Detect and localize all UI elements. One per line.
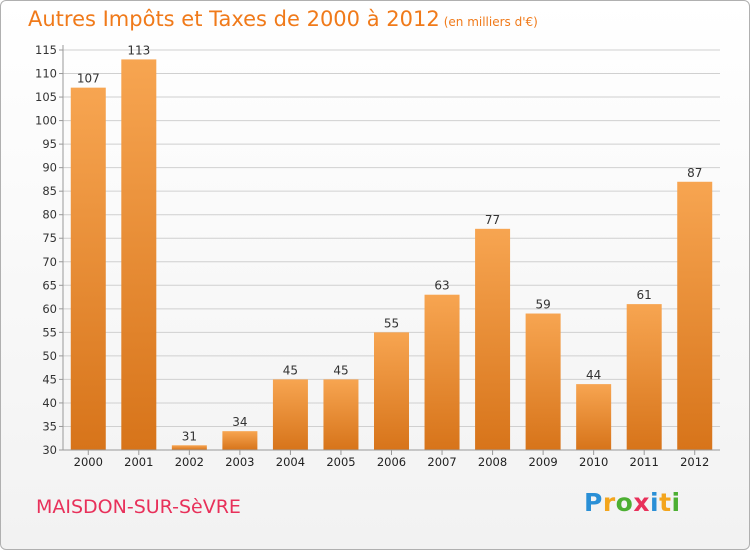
bar (121, 59, 157, 450)
commune-name: MAISDON-SUR-SèVRE (36, 496, 241, 518)
x-axis: 2000 2001 2002 2003 2004 2005 2006 2007 2008 2009… (74, 450, 709, 469)
bar (525, 313, 561, 450)
logo-letter: P (584, 488, 603, 517)
x-tick-label: 2008 (478, 455, 507, 469)
bar-value-label: 59 (535, 298, 550, 312)
y-tick-label: 45 (42, 372, 57, 386)
bar-value-label: 63 (434, 279, 449, 293)
logo-letter: r (602, 488, 616, 517)
x-tick-label: 2006 (377, 455, 406, 469)
logo-letter: t (659, 488, 672, 517)
logo-letter: o (615, 488, 634, 517)
x-tick-label: 2010 (579, 455, 608, 469)
x-tick-label: 2009 (528, 455, 557, 469)
x-tick-label: 2002 (175, 455, 204, 469)
y-tick-label: 65 (42, 278, 57, 292)
bar (374, 332, 409, 450)
x-tick-label: 2001 (124, 455, 153, 469)
y-tick-label: 100 (35, 114, 57, 128)
x-tick-label: 2005 (326, 455, 355, 469)
y-tick-label: 105 (35, 90, 57, 104)
y-tick-label: 95 (42, 137, 57, 151)
x-tick-label: 2012 (680, 455, 709, 469)
y-tick-label: 40 (42, 396, 57, 410)
chart-title: Autres Impôts et Taxes de 2000 à 2012 (en… (28, 7, 538, 31)
bar (272, 379, 308, 450)
logo-letter: x (633, 488, 650, 517)
bar (576, 384, 612, 450)
bars: 107 113 31 34 45 45 55 63 77 59 44 61 87 (70, 43, 713, 450)
logo-letter: i (671, 488, 681, 517)
bar (626, 304, 662, 450)
y-tick-label: 60 (42, 302, 57, 316)
y-tick-label: 30 (42, 443, 57, 457)
bar-value-label: 45 (283, 363, 298, 377)
bar (475, 228, 511, 450)
x-tick-label: 2011 (630, 455, 659, 469)
bar-value-label: 61 (637, 288, 652, 302)
y-tick-label: 80 (42, 208, 57, 222)
y-tick-label: 110 (35, 67, 57, 81)
bar (222, 431, 258, 450)
bar-value-label: 34 (232, 415, 247, 429)
y-tick-label: 85 (42, 184, 57, 198)
bar (171, 445, 207, 450)
chart-title-text: Autres Impôts et Taxes de 2000 à 2012 (28, 7, 440, 31)
y-tick-label: 70 (42, 255, 57, 269)
bar (677, 181, 713, 450)
bar-value-label: 44 (586, 368, 601, 382)
bar-value-label: 55 (384, 316, 399, 330)
bar-value-label: 45 (333, 363, 348, 377)
bar (70, 87, 106, 450)
bar-value-label: 87 (687, 166, 702, 180)
x-tick-label: 2004 (276, 455, 305, 469)
proxiti-logo: Proxiti (584, 488, 681, 517)
y-tick-label: 75 (42, 231, 57, 245)
bar (424, 294, 460, 450)
y-tick-label: 90 (42, 161, 57, 175)
y-tick-label: 35 (42, 419, 57, 433)
y-tick-label: 115 (35, 43, 57, 57)
bar (323, 379, 359, 450)
bar-value-label: 77 (485, 213, 500, 227)
y-tick-label: 55 (42, 325, 57, 339)
logo-letter: i (650, 488, 660, 517)
x-tick-label: 2000 (74, 455, 103, 469)
bar-value-label: 31 (182, 429, 197, 443)
x-tick-label: 2003 (225, 455, 254, 469)
chart-subtitle: (en milliers d'€) (443, 15, 538, 29)
y-tick-label: 50 (42, 349, 57, 363)
y-axis: 30 35 40 45 50 55 60 65 70 75 80 85 90 95 100 105 110 115 (35, 43, 63, 457)
bar-value-label: 113 (127, 43, 150, 57)
bar-value-label: 107 (77, 72, 100, 86)
x-tick-label: 2007 (427, 455, 456, 469)
